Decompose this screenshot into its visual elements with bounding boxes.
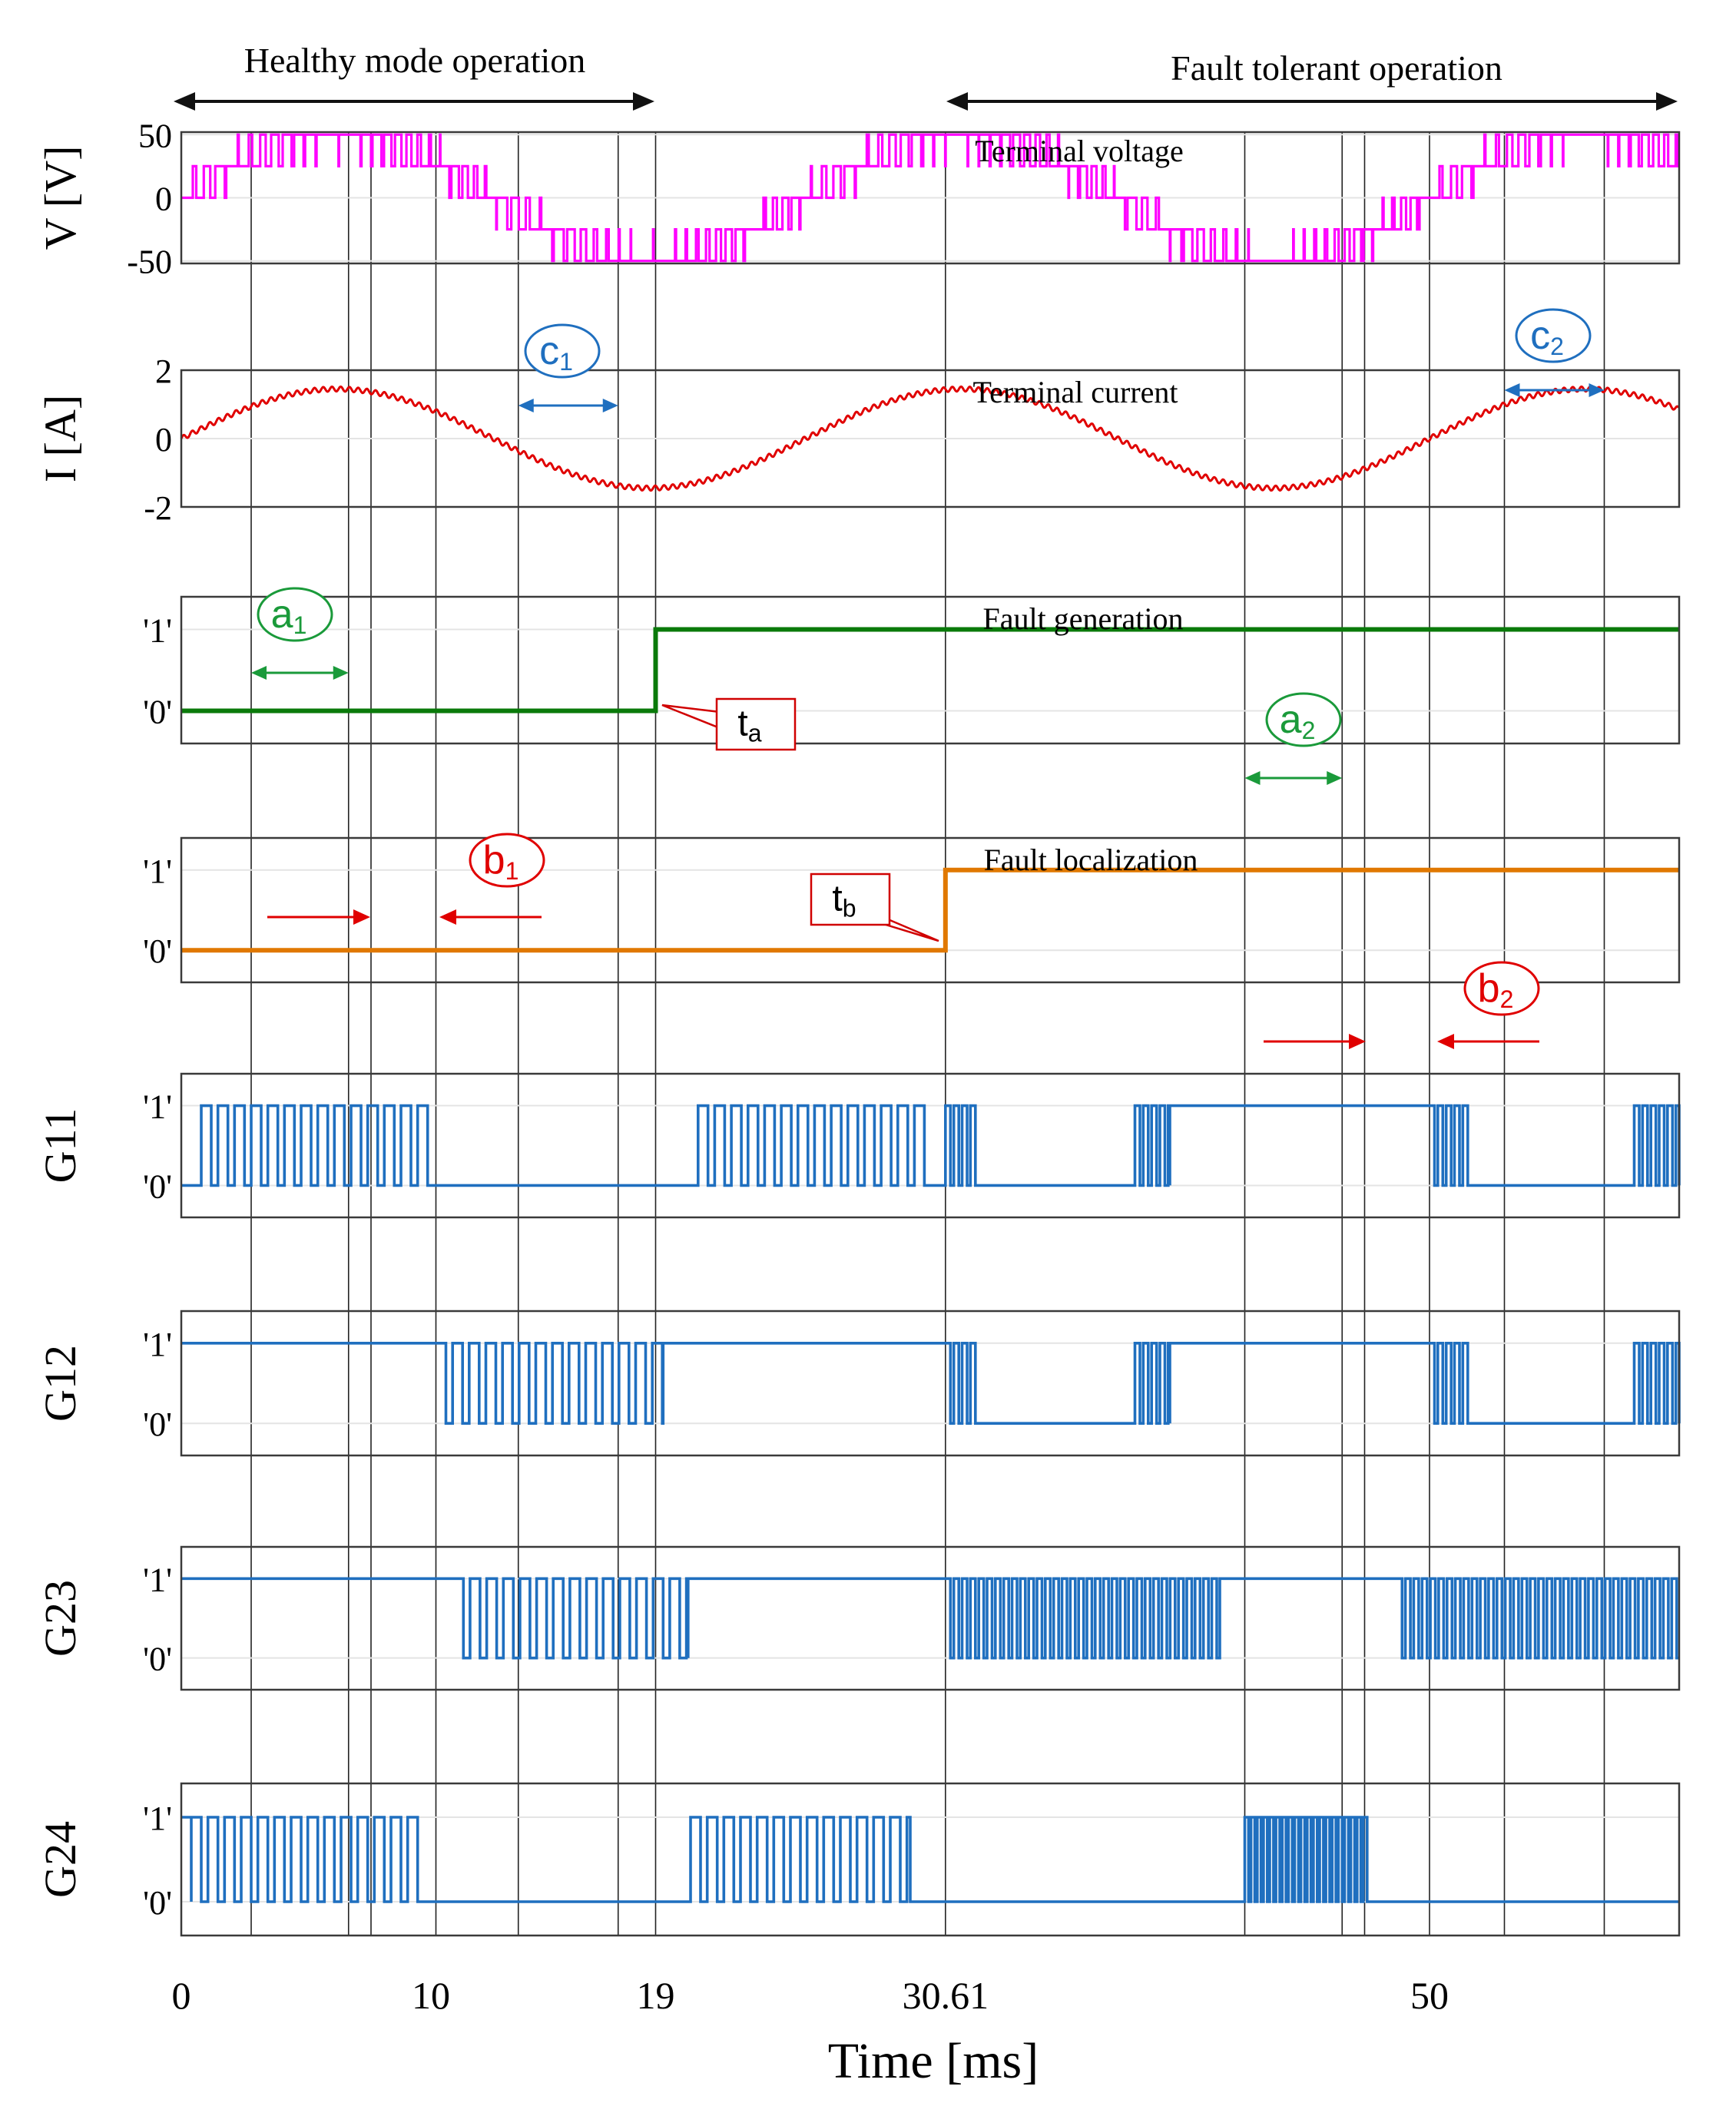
panel-G24: '1' '0' G24 bbox=[35, 1782, 1681, 1937]
x-tick-label: 10 bbox=[412, 1974, 450, 2017]
label-b1: b1 bbox=[469, 833, 545, 888]
x-tick-label: 30.61 bbox=[903, 1974, 989, 2017]
panel-voltage: 50 0 -50 V [V] Terminal voltage bbox=[35, 117, 1681, 281]
panel-frame bbox=[180, 1782, 1681, 1937]
panel-title: Fault localization bbox=[984, 843, 1198, 877]
x-tick-label: 19 bbox=[637, 1974, 675, 2017]
label-a1: a1 bbox=[257, 587, 333, 642]
y-tick-label: -50 bbox=[127, 243, 172, 281]
y-tick-label: '0' bbox=[143, 694, 172, 731]
c2-span-arrow bbox=[1504, 383, 1605, 397]
vertical-markers bbox=[250, 132, 1605, 1936]
fault_localization-series bbox=[181, 867, 1679, 953]
G12-gate-series bbox=[181, 1342, 1681, 1425]
panel-title: Terminal voltage bbox=[975, 134, 1184, 168]
label-c2: c2 bbox=[1515, 308, 1592, 363]
y-tick-label: '1' bbox=[143, 611, 172, 649]
fault-tolerant-label: Fault tolerant operation bbox=[1171, 48, 1502, 88]
y-axis-label: V [V] bbox=[35, 146, 85, 250]
label-c1: c1 bbox=[524, 323, 601, 379]
panels: 50 0 -50 V [V] Terminal voltage 2 0 -2 I [A] Term… bbox=[35, 117, 1681, 1937]
y-axis-label: G24 bbox=[35, 1821, 85, 1898]
panel-frame bbox=[180, 369, 1681, 508]
y-tick-label: '1' bbox=[143, 1561, 172, 1598]
healthy-mode-arrow bbox=[174, 92, 654, 111]
c1-span-arrow bbox=[518, 399, 618, 412]
y-tick-label: '1' bbox=[143, 1088, 172, 1126]
G11-gate-series bbox=[181, 1104, 1681, 1187]
y-tick-label: -2 bbox=[144, 489, 172, 527]
y-tick-label: 0 bbox=[155, 421, 172, 459]
y-tick-label: '0' bbox=[143, 1167, 172, 1205]
y-axis-label: G11 bbox=[35, 1108, 85, 1184]
panel-frame bbox=[180, 836, 1681, 984]
y-tick-label: '0' bbox=[143, 1406, 172, 1443]
panel-frame bbox=[180, 1072, 1681, 1219]
x-tick-label: 0 bbox=[172, 1974, 191, 2017]
y-axis-label: G12 bbox=[35, 1345, 85, 1422]
ta-callout: ta bbox=[661, 697, 797, 751]
b2-right-arrow bbox=[1264, 1034, 1366, 1049]
panel-title: Fault generation bbox=[982, 601, 1183, 636]
panel-current: 2 0 -2 I [A] Terminal current bbox=[35, 353, 1681, 527]
a2-span-arrow bbox=[1244, 771, 1343, 785]
y-tick-label: '1' bbox=[143, 1326, 172, 1363]
y-tick-label: '0' bbox=[143, 932, 172, 970]
y-axis-label: G23 bbox=[35, 1580, 85, 1657]
y-tick-label: '1' bbox=[143, 853, 172, 890]
label-a2: a2 bbox=[1265, 692, 1342, 747]
b1-left-arrow bbox=[439, 909, 542, 925]
y-tick-label: 50 bbox=[138, 117, 172, 154]
panel-frame bbox=[180, 1310, 1681, 1457]
y-tick-label: '0' bbox=[143, 1641, 172, 1678]
y-tick-label: '0' bbox=[143, 1884, 172, 1922]
a1-span-arrow bbox=[251, 666, 349, 680]
panel-frame bbox=[180, 131, 1681, 265]
panel-G11: '1' '0' G11 bbox=[35, 1072, 1681, 1219]
panel-title: Terminal current bbox=[972, 375, 1178, 409]
panel-fault_localization: '1' '0' Fault localization bbox=[143, 836, 1681, 984]
panel-fault_generation: '1' '0' Fault generation bbox=[143, 595, 1681, 745]
current-series bbox=[180, 385, 1680, 492]
y-tick-label: '1' bbox=[143, 1800, 172, 1837]
voltage-series bbox=[181, 133, 1679, 263]
G23-gate-series bbox=[181, 1577, 1679, 1660]
panel-frame bbox=[180, 1545, 1681, 1691]
fault-tolerant-arrow bbox=[946, 92, 1678, 111]
panel-G12: '1' '0' G12 bbox=[35, 1310, 1681, 1457]
tb-callout: tb bbox=[810, 873, 939, 942]
healthy-mode-label: Healthy mode operation bbox=[244, 41, 586, 80]
x-axis-title: Time [ms] bbox=[828, 2033, 1039, 2089]
x-tick-label: 50 bbox=[1410, 1974, 1449, 2017]
b1-right-arrow bbox=[267, 909, 370, 925]
svg-text:c1: c1 bbox=[539, 329, 573, 376]
b2-left-arrow bbox=[1437, 1034, 1539, 1049]
fault_generation-series bbox=[181, 627, 1679, 714]
G24-gate-series bbox=[181, 1816, 1679, 1903]
label-b2: b2 bbox=[1463, 961, 1540, 1016]
y-tick-label: 2 bbox=[155, 353, 172, 390]
panel-G23: '1' '0' G23 bbox=[35, 1545, 1681, 1691]
annotations: c1 c2 a1 a2 b1 b2 ta tb bbox=[174, 92, 1678, 1049]
y-tick-label: 0 bbox=[155, 180, 172, 218]
y-axis-label: I [A] bbox=[35, 395, 85, 482]
panel-frame bbox=[180, 595, 1681, 745]
